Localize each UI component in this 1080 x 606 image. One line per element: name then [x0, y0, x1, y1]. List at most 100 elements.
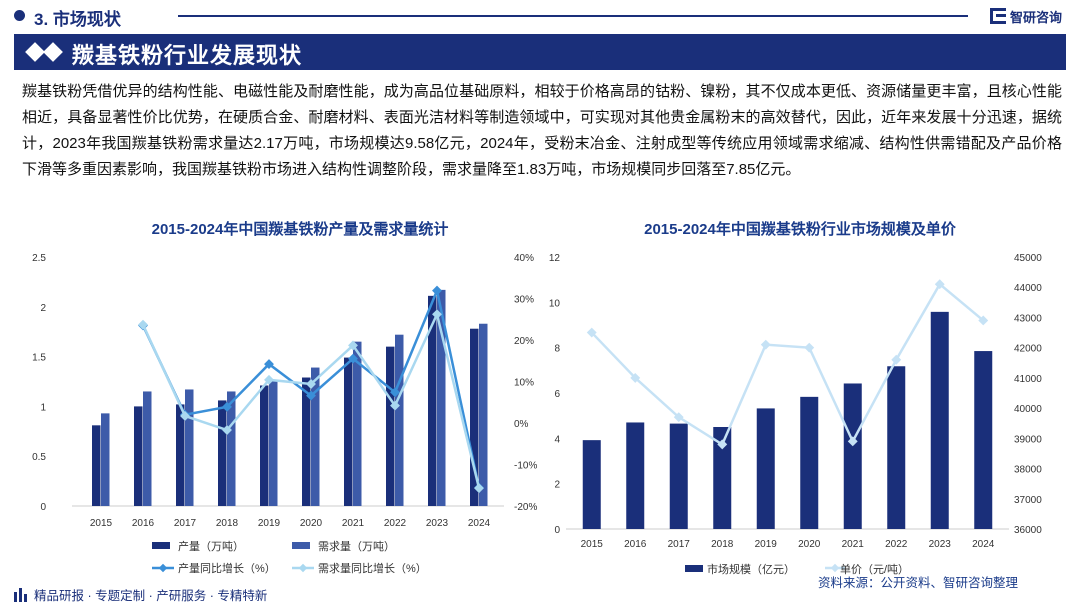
demand-bar	[143, 391, 152, 506]
header-rule	[178, 15, 968, 17]
legend-label: 产量（万吨）	[178, 539, 244, 553]
y-tick-label: 4	[554, 434, 560, 445]
production-demand-chart: 0 0.5 1 1.5 2 2.5 -20% -10% 0% 10% 20% 30% 40% 2015…	[32, 253, 537, 575]
y2-tick-label: 42000	[1014, 344, 1042, 355]
x-tick-label: 2015	[90, 518, 113, 529]
y-tick-label: 1	[40, 402, 46, 413]
production-bar	[218, 400, 227, 506]
x-tick-label: 2024	[468, 518, 491, 529]
diamond-icon	[25, 42, 45, 62]
title-banner: 羰基铁粉行业发展现状	[14, 34, 1066, 70]
x-tick-label: 2017	[174, 518, 197, 529]
y-tick-label: 0	[40, 502, 46, 513]
x-tick-label: 2019	[755, 539, 778, 550]
market-size-bar	[974, 351, 993, 529]
x-tick-label: 2021	[842, 539, 865, 550]
legend-label: 产量同比增长（%）	[178, 561, 276, 575]
y2-tick-label: 43000	[1014, 313, 1042, 324]
legend-marker	[298, 563, 308, 573]
chart-title-left: 2015-2024年中国羰基铁粉产量及需求量统计	[151, 221, 449, 238]
logo-text: 智研咨询	[1010, 9, 1063, 25]
legend-swatch	[685, 565, 703, 572]
y-tick-label: 6	[554, 389, 560, 400]
y2-tick-label: 45000	[1014, 253, 1042, 264]
x-tick-label: 2018	[711, 539, 734, 550]
y2-tick-label: 40%	[514, 253, 534, 264]
source-note: 资料来源：公开资料、智研咨询整理	[818, 576, 1019, 590]
line-point-marker	[847, 436, 858, 447]
x-tick-label: 2016	[624, 539, 647, 550]
x-tick-label: 2020	[798, 539, 821, 550]
demand-bar	[227, 391, 236, 506]
market-size-bar	[626, 422, 645, 529]
legend-marker	[158, 563, 168, 573]
production-bar	[344, 357, 353, 506]
y-tick-label: 2	[40, 303, 46, 314]
y2-tick-label: 10%	[514, 378, 534, 389]
y2-tick-label: 20%	[514, 336, 534, 347]
y2-tick-label: 39000	[1014, 434, 1042, 445]
footer-tagline: 精品研报 · 专题定制 · 产研服务 · 专精特新	[14, 585, 267, 604]
x-tick-label: 2018	[216, 518, 239, 529]
production-bar	[386, 346, 395, 506]
y-tick-label: 0.5	[32, 452, 46, 463]
line-point-marker	[138, 319, 148, 330]
line-point-marker	[222, 425, 232, 436]
demand-bar	[185, 389, 194, 506]
y2-tick-label: 38000	[1014, 465, 1042, 476]
y-tick-label: 2	[554, 480, 560, 491]
y2-tick-label: 30%	[514, 295, 534, 306]
x-tick-label: 2019	[258, 518, 281, 529]
x-tick-label: 2023	[426, 518, 449, 529]
unit-price-line	[590, 282, 985, 447]
section-label: 3. 市场现状	[34, 10, 121, 29]
x-tick-label: 2021	[342, 518, 365, 529]
line-point-marker	[934, 279, 945, 290]
legend-swatch	[152, 542, 170, 549]
body-paragraph: 羰基铁粉凭借优异的结构性能、电磁性能及耐磨性能，成为高品位基础原料，相较于价格高…	[22, 83, 1062, 178]
line-point-marker	[180, 410, 190, 421]
y-tick-label: 2.5	[32, 253, 46, 264]
brand-logo: 智研咨询	[990, 6, 1062, 26]
y-tick-label: 10	[549, 298, 561, 309]
market-size-bar	[843, 383, 862, 529]
legend-label: 需求量（万吨）	[318, 540, 395, 553]
y2-tick-label: 37000	[1014, 495, 1042, 506]
demand-bar	[269, 379, 278, 506]
market-size-bar	[669, 423, 688, 529]
y2-tick-label: 36000	[1014, 525, 1042, 536]
x-tick-label: 2016	[132, 518, 155, 529]
demand-bar	[101, 413, 110, 506]
y-tick-label: 1.5	[32, 353, 46, 364]
market-size-bar	[582, 440, 601, 529]
market-size-price-chart: 0 2 4 6 8 10 12 36000 37000 38000 39000 40000 41000…	[549, 253, 1042, 576]
line-point-marker	[891, 354, 902, 365]
top-bar: 3. 市场现状 智研咨询	[0, 0, 1080, 32]
x-tick-label: 2017	[668, 539, 691, 550]
market-size-bar	[713, 427, 732, 529]
x-tick-label: 2023	[929, 539, 952, 550]
market-size-bar	[756, 408, 775, 529]
diamond-icon	[43, 42, 63, 62]
chart-legend: 市场规模（亿元） 单价（元/吨）	[685, 562, 909, 576]
market-size-bar	[930, 311, 949, 529]
line-point-marker	[717, 439, 728, 450]
legend-label: 单价（元/吨）	[840, 563, 909, 576]
line-point-marker	[673, 412, 684, 423]
line-point-marker	[306, 390, 316, 401]
line-point-marker	[222, 401, 232, 412]
line-point-marker	[760, 339, 771, 350]
market-size-bar	[887, 366, 906, 529]
legend-label: 市场规模（亿元）	[707, 562, 795, 576]
y-tick-label: 12	[549, 253, 561, 264]
y2-tick-label: -10%	[514, 461, 537, 472]
footer-tagline-text: 精品研报 · 专题定制 · 产研服务 · 专精特新	[34, 589, 268, 603]
y2-tick-label: 0%	[514, 419, 529, 430]
production-bar	[176, 404, 185, 506]
line-point-marker	[978, 315, 989, 326]
y-tick-label: 0	[554, 525, 560, 536]
x-tick-label: 2020	[300, 518, 323, 529]
legend-label: 需求量同比增长（%）	[318, 561, 427, 575]
market-size-bar	[800, 396, 819, 529]
chart-title-right: 2015-2024年中国羰基铁粉行业市场规模及单价	[644, 221, 956, 238]
